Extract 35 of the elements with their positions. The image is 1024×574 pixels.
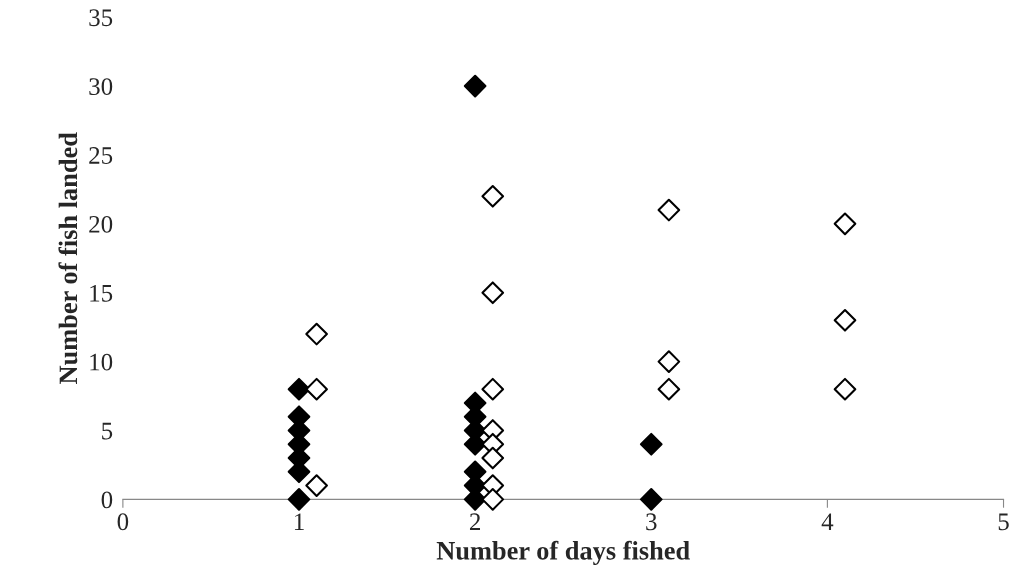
point — [287, 488, 311, 511]
point — [657, 198, 681, 222]
y-tick-label: 30 — [89, 78, 113, 96]
y-tick-label: 20 — [89, 215, 113, 233]
y-tick-label: 25 — [89, 147, 113, 164]
point — [639, 488, 663, 511]
y-axis-title: Number of fish landed — [58, 132, 78, 385]
point — [305, 322, 328, 346]
point — [833, 308, 857, 332]
point — [305, 474, 328, 497]
point — [481, 488, 505, 511]
point — [287, 377, 311, 401]
x-axis-title: Number of days fished — [436, 540, 690, 566]
y-tick-label: 35 — [89, 9, 113, 27]
point — [833, 377, 857, 401]
point — [305, 377, 328, 401]
point — [481, 446, 505, 470]
x-tick-label: 2 — [469, 513, 481, 530]
y-tick-label: 0 — [101, 491, 113, 509]
point — [481, 377, 505, 401]
y-tick-label: 10 — [90, 353, 113, 371]
point — [481, 184, 505, 208]
y-tick-label: 15 — [90, 284, 113, 302]
x-tick-label: 5 — [998, 513, 1009, 531]
x-tick-label: 3 — [646, 513, 657, 531]
point — [463, 74, 487, 98]
point — [657, 350, 681, 373]
point — [833, 212, 857, 236]
x-tick-label: 4 — [821, 513, 834, 530]
point — [639, 432, 663, 456]
x-tick-label: 1 — [294, 513, 304, 530]
y-tick-label: 5 — [102, 422, 113, 440]
x-tick-label: 0 — [117, 513, 129, 531]
point — [657, 377, 681, 401]
point — [481, 281, 505, 305]
